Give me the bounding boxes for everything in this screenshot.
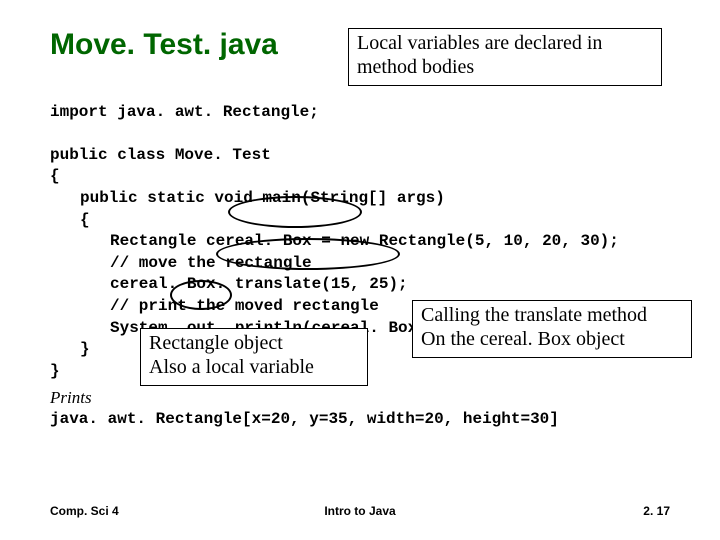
footer-center: Intro to Java — [0, 504, 720, 518]
highlight-oval — [170, 280, 232, 310]
footer: Intro to Java Comp. Sci 4 2. 17 — [0, 504, 720, 518]
annotation-text: On the cereal. Box object — [421, 327, 683, 351]
code-line: import java. awt. Rectangle; — [50, 103, 319, 121]
code-line: } — [80, 340, 90, 358]
highlight-oval — [216, 238, 400, 270]
annotation-text: Rectangle object — [149, 331, 359, 355]
annotation-text: Also a local variable — [149, 355, 359, 379]
slide: Move. Test. java import java. awt. Recta… — [0, 0, 720, 540]
code-line: cereal. Box. translate(15, 25); — [110, 275, 408, 293]
code-line: { — [50, 167, 60, 185]
code-line: public class Move. Test — [50, 146, 271, 164]
annotation-rect-object: Rectangle object Also a local variable — [140, 328, 368, 386]
annotation-local-vars: Local variables are declared in method b… — [348, 28, 662, 86]
prints-line: Prints — [50, 386, 670, 408]
annotation-text: Local variables are declared in — [357, 31, 653, 55]
annotation-text: method bodies — [357, 55, 653, 79]
code-line: // print the moved rectangle — [110, 297, 379, 315]
prints-label: Prints — [50, 388, 92, 408]
annotation-text: Calling the translate method — [421, 303, 683, 327]
code-line: } — [50, 362, 60, 380]
code-line: { — [80, 211, 90, 229]
output-line: java. awt. Rectangle[x=20, y=35, width=2… — [50, 410, 670, 428]
annotation-translate: Calling the translate method On the cere… — [412, 300, 692, 358]
highlight-oval — [228, 196, 362, 228]
